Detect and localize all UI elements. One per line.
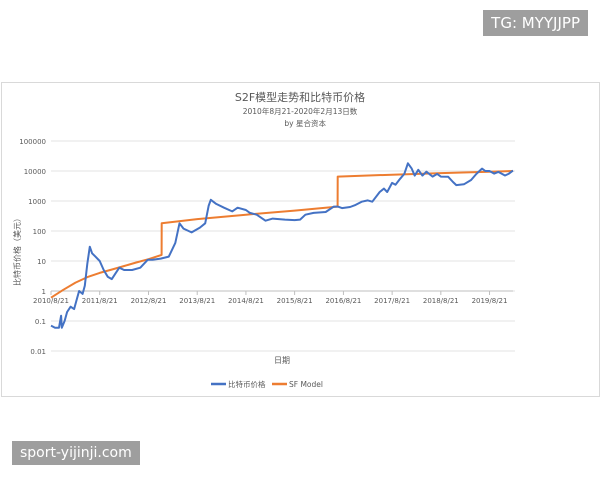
y-tick-label: 0.1	[35, 318, 46, 326]
chart-subtitle: 2010年8月21-2020年2月13日数	[243, 106, 358, 116]
series-line-sf-model	[50, 170, 514, 299]
y-tick-label: 100000	[19, 138, 46, 146]
y-tick-label: 1	[42, 288, 46, 296]
x-axis-title: 日期	[274, 356, 290, 365]
x-tick-label: 2013/8/21	[179, 297, 215, 305]
x-tick-label: 2014/8/21	[228, 297, 264, 305]
watermark-tg: TG: MYYJJPP	[483, 10, 588, 36]
x-tick-label: 2016/8/21	[325, 297, 361, 305]
chart-title: S2F模型走势和比特币价格	[235, 90, 365, 104]
x-tick-label: 2011/8/21	[82, 297, 118, 305]
y-tick-label: 100	[33, 228, 46, 236]
legend: 比特币价格 SF Model	[211, 379, 323, 389]
x-tick-label: 2015/8/21	[277, 297, 313, 305]
y-axis-title: 比特币价格（美元）	[12, 214, 22, 286]
y-tick-label: 0.01	[30, 348, 46, 356]
chart-frame	[1, 82, 600, 397]
x-tick-label: 2017/8/21	[374, 297, 410, 305]
x-tick-label: 2018/8/21	[423, 297, 459, 305]
y-tick-label: 1000	[28, 198, 46, 206]
series-line-btc-price	[50, 162, 514, 329]
y-tick-label: 10	[37, 258, 46, 266]
watermark-site: sport-yijinji.com	[12, 441, 140, 465]
x-tick-label: 2012/8/21	[131, 297, 167, 305]
x-tick-label: 2010/8/21	[33, 297, 69, 305]
legend-label-sf: SF Model	[289, 380, 323, 389]
x-tick-label: 2019/8/21	[472, 297, 508, 305]
y-tick-label: 10000	[24, 168, 46, 176]
legend-label-price: 比特币价格	[228, 379, 266, 389]
chart-credit: by 星合资本	[284, 118, 326, 128]
